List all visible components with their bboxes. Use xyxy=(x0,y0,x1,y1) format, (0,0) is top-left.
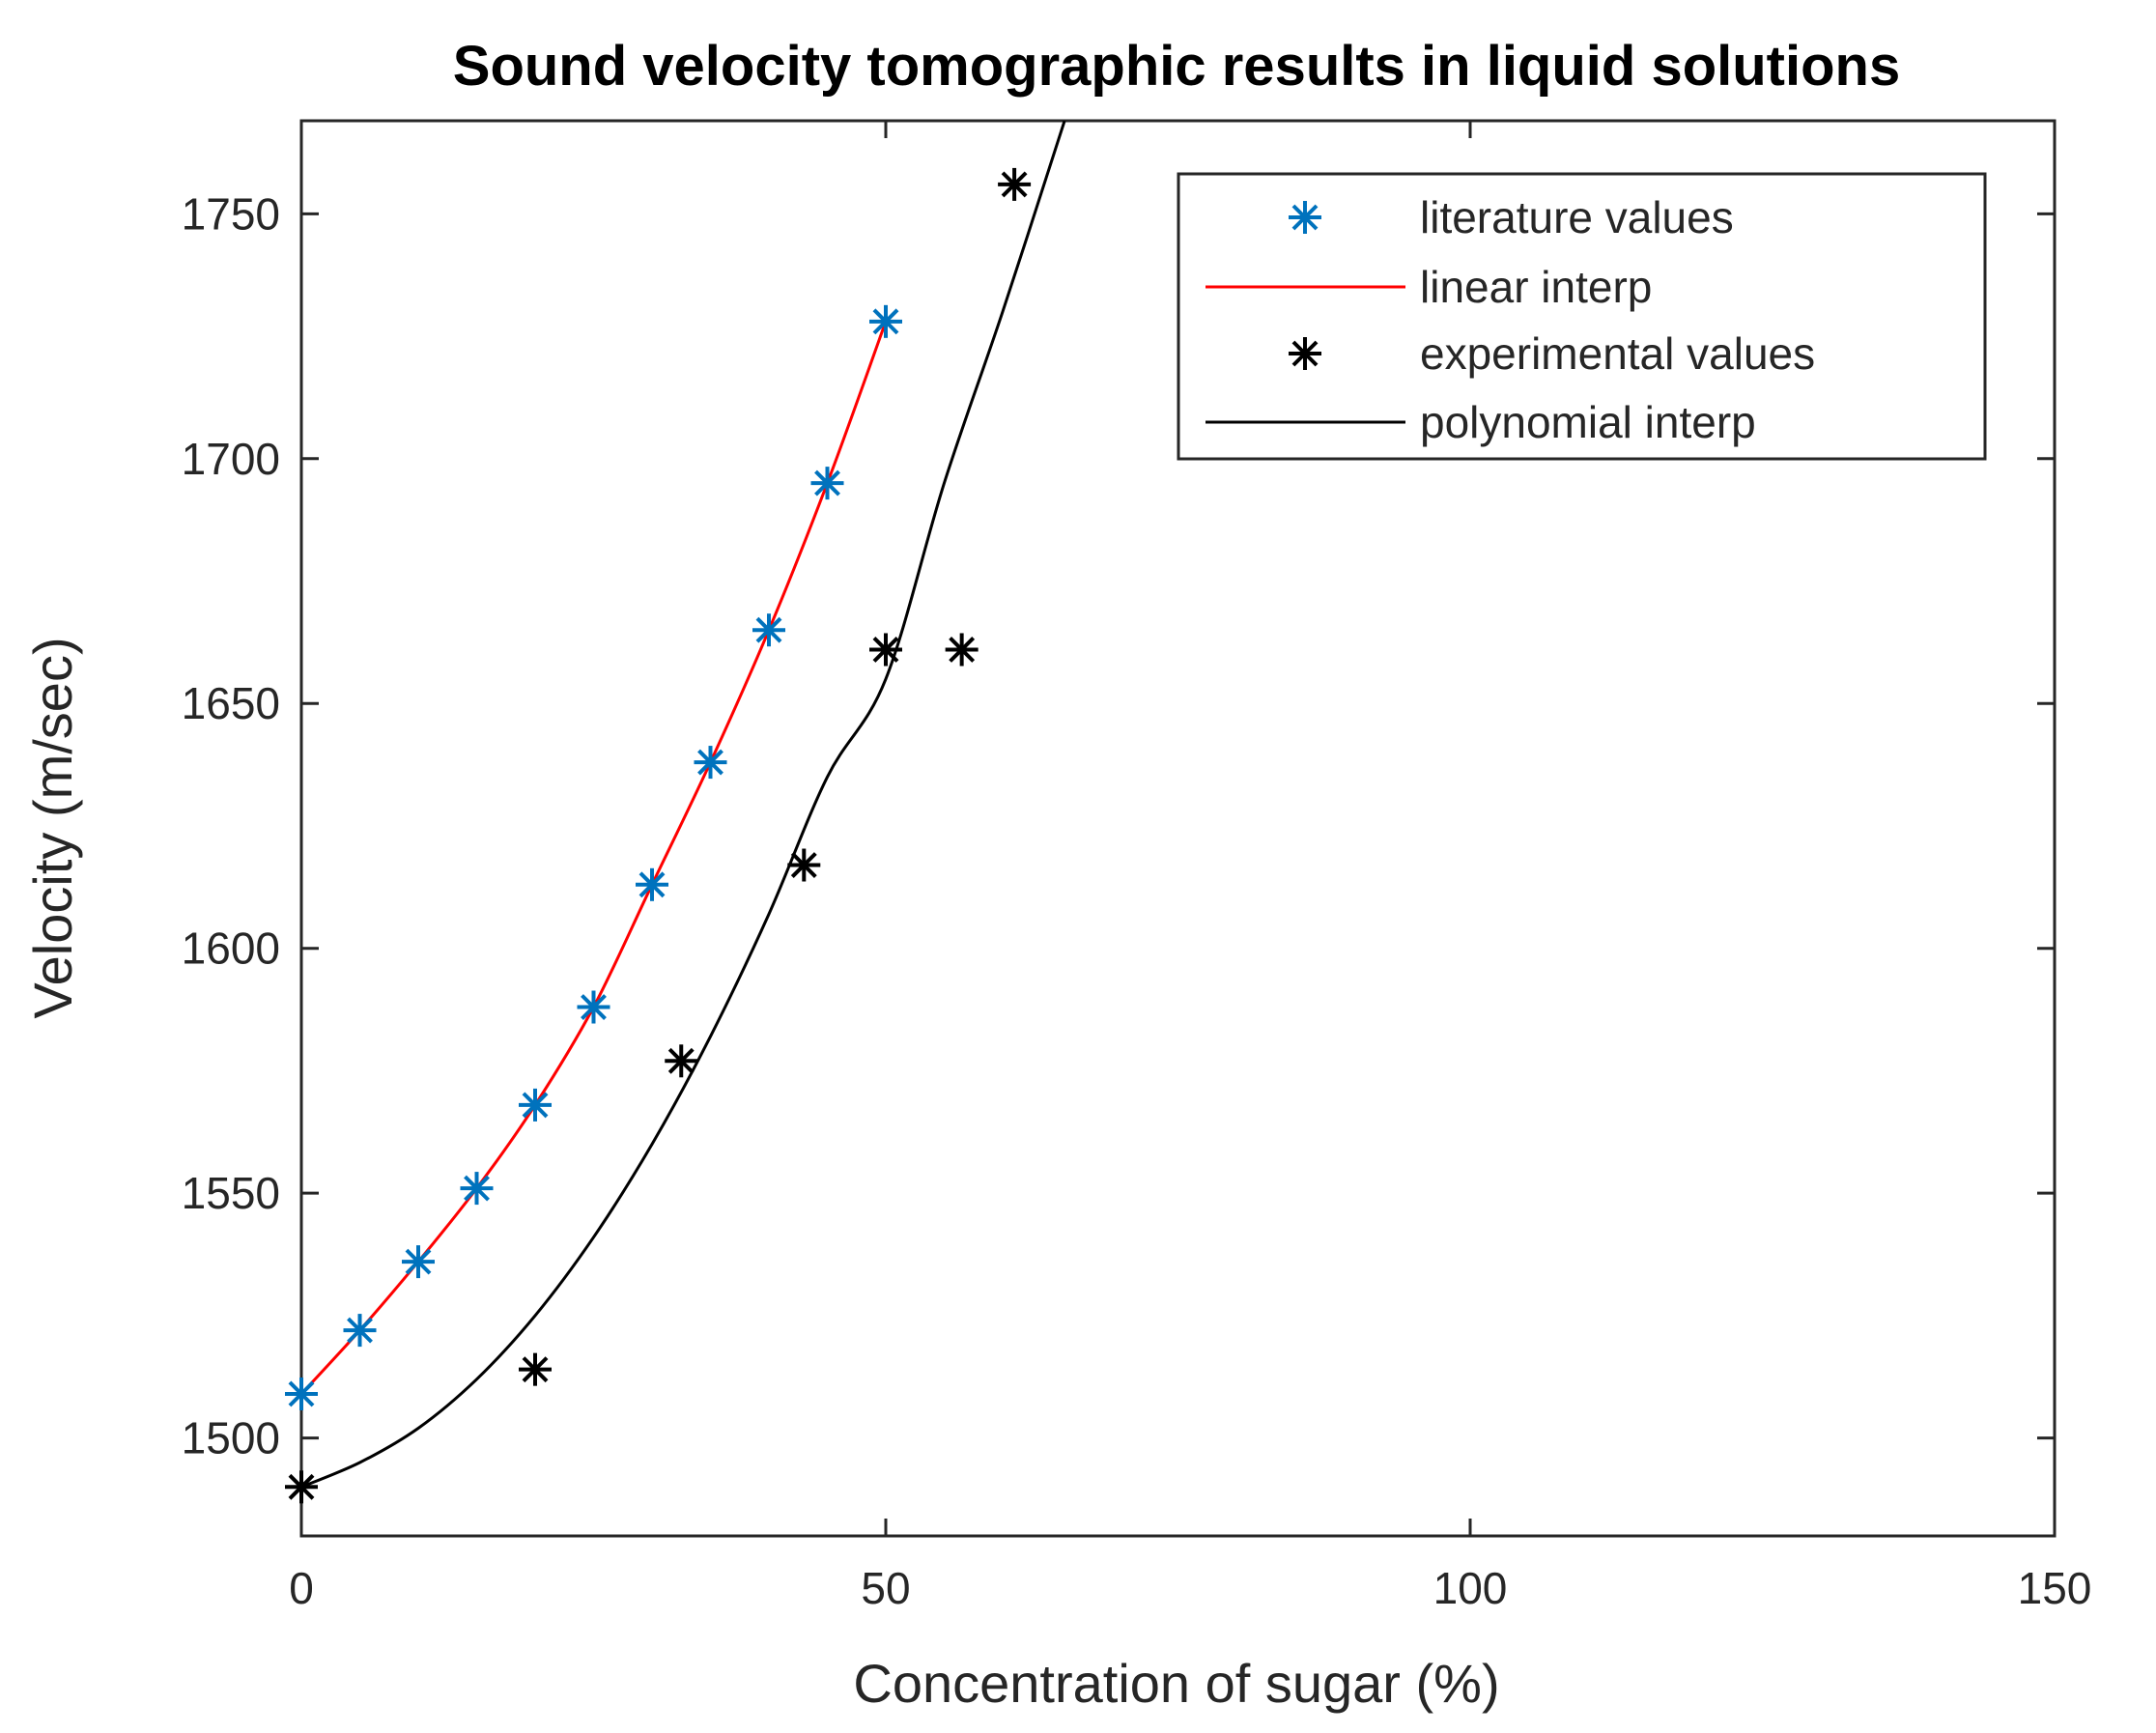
literature-point xyxy=(810,467,844,500)
y-tick-label: 1500 xyxy=(182,1413,280,1463)
literature-point xyxy=(519,1088,552,1122)
literature-point xyxy=(694,746,727,780)
x-tick-label: 100 xyxy=(1433,1563,1508,1613)
axis-ticks xyxy=(299,121,2057,1536)
y-axis-label: Velocity (m/sec) xyxy=(22,637,83,1018)
y-tick-label: 1750 xyxy=(182,188,280,239)
x-tick-label: 0 xyxy=(289,1563,314,1613)
experimental-point xyxy=(869,633,902,667)
x-axis-label: Concentration of sugar (%) xyxy=(853,1653,1499,1714)
y-tick-label: 1700 xyxy=(182,434,280,484)
literature-point xyxy=(460,1172,494,1206)
legend: literature values linear interp experiment… xyxy=(1177,172,1987,461)
legend-literature-label: literature values xyxy=(1420,192,1734,242)
legend-polynomial-interp-label: polynomial interp xyxy=(1420,397,1756,447)
literature-point xyxy=(869,304,902,338)
literature-point xyxy=(343,1314,377,1348)
y-tick-label: 1600 xyxy=(182,923,280,974)
tick-labels: 0 50 100 150 1500 1550 1600 1650 1700 1750 xyxy=(182,188,2092,1613)
literature-point xyxy=(285,1377,318,1410)
experimental-point xyxy=(519,1352,552,1386)
experimental-point xyxy=(945,633,979,667)
literature-point xyxy=(636,867,668,901)
literature-point xyxy=(402,1245,435,1279)
literature-point xyxy=(752,613,785,647)
legend-literature-swatch xyxy=(1289,201,1321,234)
experimental-point xyxy=(998,167,1032,201)
legend-box xyxy=(1177,172,1987,461)
x-tick-label: 150 xyxy=(2018,1563,2092,1613)
y-tick-label: 1550 xyxy=(182,1168,280,1218)
legend-experimental-swatch xyxy=(1289,337,1321,370)
chart-title: Sound velocity tomographic results in li… xyxy=(453,35,1900,98)
experimental-point xyxy=(787,848,821,882)
x-tick-label: 50 xyxy=(861,1563,910,1613)
y-tick-label: 1650 xyxy=(182,678,280,728)
legend-experimental-label: experimental values xyxy=(1420,328,1815,379)
literature-point xyxy=(577,990,610,1024)
experimental-point xyxy=(665,1044,698,1078)
series-markers xyxy=(285,167,1032,1504)
legend-linear-interp-label: linear interp xyxy=(1420,262,1652,312)
polynomial-interp-line xyxy=(301,121,1066,1489)
experimental-point xyxy=(285,1470,318,1504)
